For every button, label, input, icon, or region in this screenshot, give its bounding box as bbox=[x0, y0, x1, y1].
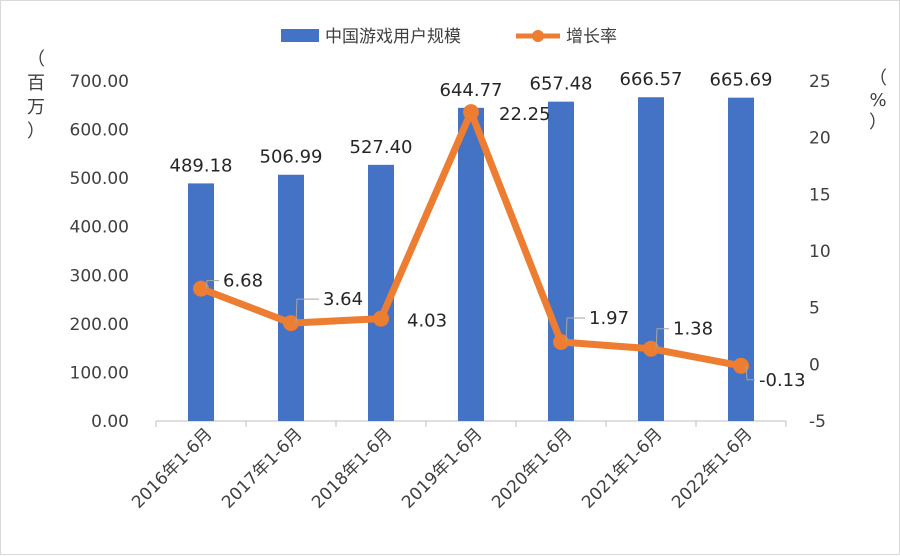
bar-value-label: 665.69 bbox=[710, 70, 773, 91]
x-category-label: 2022年1-6月 bbox=[668, 424, 756, 512]
y-right-unit-label: % bbox=[869, 90, 886, 111]
bar bbox=[188, 183, 214, 421]
label-leader-line bbox=[205, 280, 219, 289]
bar-value-label: 527.40 bbox=[350, 137, 413, 158]
y-left-tick-label: 100.00 bbox=[70, 363, 129, 383]
line-point bbox=[193, 280, 209, 297]
bar bbox=[548, 101, 574, 421]
y-left-tick-label: 0.00 bbox=[91, 412, 129, 432]
x-category-label: 2019年1-6月 bbox=[398, 424, 486, 512]
y-left-unit-label: 百 bbox=[27, 73, 45, 94]
y-left-tick-label: 600.00 bbox=[70, 121, 129, 141]
x-category-label: 2020年1-6月 bbox=[488, 424, 576, 512]
legend-bar-swatch bbox=[281, 29, 319, 42]
line-value-label: 3.64 bbox=[323, 289, 363, 310]
y-left-unit-label: （ bbox=[27, 49, 45, 70]
legend-line-marker bbox=[532, 30, 544, 42]
label-leader-line bbox=[295, 298, 319, 324]
y-right-tick-label: 15 bbox=[809, 185, 831, 205]
bar-value-label: 489.18 bbox=[170, 155, 233, 176]
legend-bar-label: 中国游戏用户规模 bbox=[325, 27, 461, 47]
y-left-tick-label: 500.00 bbox=[70, 169, 129, 189]
y-left-unit-label: 万 bbox=[27, 97, 45, 118]
y-left-tick-label: 700.00 bbox=[70, 72, 129, 92]
bar-value-label: 506.99 bbox=[260, 147, 323, 168]
bar-value-label: 666.57 bbox=[620, 69, 683, 90]
line-point bbox=[463, 104, 479, 121]
x-category-label: 2017年1-6月 bbox=[218, 424, 306, 512]
y-right-tick-label: 20 bbox=[809, 129, 831, 149]
line-value-label: 6.68 bbox=[223, 271, 263, 292]
line-point bbox=[373, 310, 389, 327]
line-point bbox=[553, 334, 569, 351]
x-category-label: 2021年1-6月 bbox=[578, 424, 666, 512]
line-value-label: -0.13 bbox=[759, 370, 806, 391]
line-point bbox=[643, 340, 659, 357]
y-right-tick-label: 10 bbox=[809, 242, 831, 262]
bar bbox=[638, 97, 664, 421]
line-value-label: 22.25 bbox=[499, 104, 551, 125]
line-value-label: 1.38 bbox=[673, 319, 713, 340]
y-right-tick-label: 25 bbox=[809, 72, 831, 92]
y-left-tick-label: 300.00 bbox=[70, 266, 129, 286]
label-leader-line bbox=[565, 317, 585, 343]
bar-value-label: 644.77 bbox=[440, 80, 503, 101]
bar bbox=[458, 107, 484, 422]
legend-line-label: 增长率 bbox=[566, 27, 617, 47]
y-left-tick-label: 400.00 bbox=[70, 218, 129, 238]
x-category-label: 2018年1-6月 bbox=[308, 424, 396, 512]
y-right-tick-label: -5 bbox=[809, 412, 826, 432]
label-leader-line bbox=[655, 328, 669, 349]
y-right-tick-label: 0 bbox=[809, 355, 820, 375]
line-point bbox=[733, 357, 749, 374]
line-value-label: 1.97 bbox=[589, 308, 629, 329]
y-right-unit-label: ） bbox=[869, 112, 887, 133]
y-left-unit-label: ） bbox=[27, 121, 45, 142]
x-category-label: 2016年1-6月 bbox=[128, 424, 216, 512]
bar-value-label: 657.48 bbox=[530, 74, 593, 95]
bar bbox=[278, 174, 304, 421]
label-leader-line bbox=[745, 365, 755, 381]
y-right-tick-label: 5 bbox=[809, 299, 820, 319]
line-point bbox=[283, 315, 299, 332]
y-right-unit-label: （ bbox=[869, 68, 887, 89]
y-left-tick-label: 200.00 bbox=[70, 315, 129, 335]
line-value-label: 4.03 bbox=[407, 311, 447, 332]
